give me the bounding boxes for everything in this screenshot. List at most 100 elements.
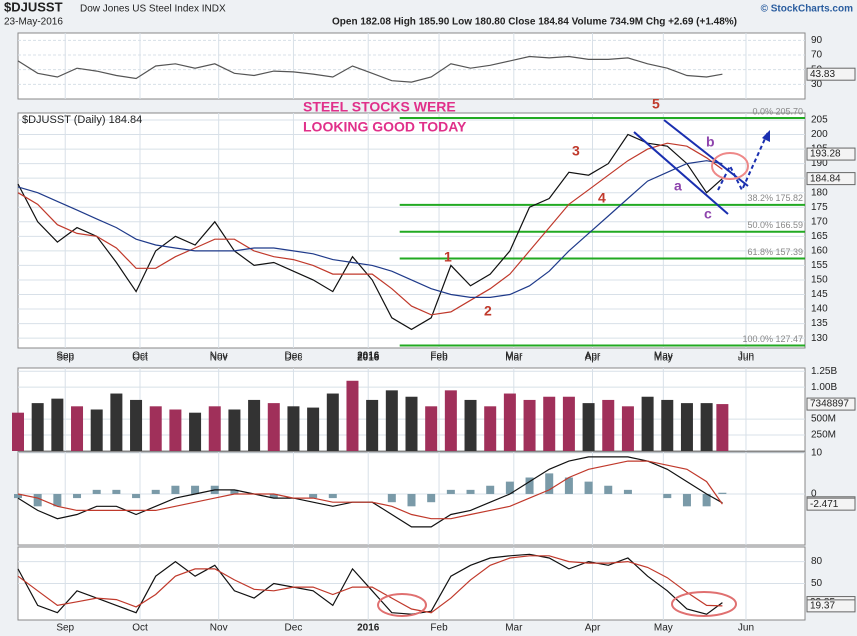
histogram-bar bbox=[73, 493, 82, 499]
x-tick-label: Nov bbox=[210, 623, 228, 634]
fib-label: 38.2% 175.82 bbox=[747, 193, 803, 203]
volume-bar bbox=[543, 396, 556, 451]
quote: Open 182.08 High 185.90 Low 180.80 Close… bbox=[332, 17, 737, 28]
x-tick-label: Sep bbox=[56, 353, 74, 364]
fib-label: 0.0% 205.70 bbox=[752, 106, 803, 116]
volume-bar bbox=[307, 407, 320, 451]
value-box bbox=[806, 497, 856, 511]
y-tick-label: 0 bbox=[811, 489, 817, 500]
histogram-bar bbox=[33, 493, 42, 507]
y-tick-label: 1.25B bbox=[811, 366, 837, 377]
wave-label: 1 bbox=[444, 249, 452, 265]
fib-label: 50.0% 166.59 bbox=[747, 220, 803, 230]
wave-label: 3 bbox=[572, 143, 580, 159]
volume-bar bbox=[12, 412, 24, 451]
volume-bar bbox=[716, 404, 729, 451]
x-tick-label: Mar bbox=[505, 353, 523, 364]
y-tick-label: 135 bbox=[811, 318, 828, 329]
y-tick-label: 175 bbox=[811, 202, 828, 213]
x-tick-label: Jun bbox=[738, 353, 754, 364]
volume-bar bbox=[71, 406, 84, 451]
wave-label: b bbox=[706, 134, 715, 150]
value-label: 193.28 bbox=[810, 149, 841, 160]
line bbox=[17, 133, 723, 331]
x-tick-label: Dec bbox=[285, 353, 303, 364]
histogram-bar bbox=[132, 493, 141, 499]
y-tick-label: 130 bbox=[811, 333, 828, 344]
x-tick-label: 2016 bbox=[357, 351, 380, 362]
histogram-bar bbox=[230, 489, 239, 494]
volume-bar bbox=[464, 399, 477, 451]
histogram-bar bbox=[718, 492, 727, 494]
y-tick-label: 200 bbox=[811, 129, 828, 140]
wave-label: 5 bbox=[652, 96, 660, 112]
legend-entry: $DJUSST (Daily) 184.84 bbox=[22, 114, 142, 126]
y-tick-label: 170 bbox=[811, 216, 828, 227]
histogram-bar bbox=[427, 493, 436, 503]
x-tick-label: 2016 bbox=[357, 623, 380, 634]
histogram-bar bbox=[151, 489, 160, 494]
x-tick-label: Mar bbox=[505, 623, 523, 634]
volume-bar bbox=[503, 393, 516, 451]
value-box bbox=[806, 147, 856, 161]
x-tick-label: Nov bbox=[210, 351, 228, 362]
panel bbox=[17, 112, 806, 349]
value-label: 184.84 bbox=[810, 173, 841, 184]
histogram-bar bbox=[623, 489, 632, 494]
volume-bar bbox=[425, 406, 438, 451]
volume-bar bbox=[228, 409, 241, 451]
volume-bar bbox=[641, 396, 654, 451]
histogram-bar bbox=[407, 493, 416, 507]
volume-bar bbox=[208, 406, 221, 451]
volume-bar bbox=[267, 403, 280, 451]
volume-bar bbox=[248, 399, 261, 451]
date: 23-May-2016 bbox=[4, 17, 63, 28]
y-tick-label: 50 bbox=[811, 578, 823, 589]
drawings bbox=[377, 119, 770, 617]
histogram-bar bbox=[14, 493, 22, 499]
x-tick-label: May bbox=[654, 353, 673, 364]
y-tick-label: 10 bbox=[811, 447, 823, 458]
y-tick-label: 165 bbox=[811, 231, 828, 242]
headline: STEEL STOCKS WERE bbox=[303, 99, 456, 115]
y-tick-label: 70 bbox=[811, 50, 823, 61]
histogram-bar bbox=[446, 489, 455, 494]
histogram-bar bbox=[525, 477, 534, 494]
line bbox=[17, 460, 723, 520]
volume-bar bbox=[405, 396, 418, 451]
volume-bar bbox=[523, 399, 536, 451]
y-tick-label: 205 bbox=[811, 115, 828, 126]
histogram-bar bbox=[604, 485, 613, 494]
histogram-bar bbox=[328, 493, 337, 499]
volume-bar bbox=[562, 396, 575, 451]
histogram-bar bbox=[564, 477, 573, 494]
x-tick-label: Feb bbox=[430, 351, 448, 362]
x-tick-label: Sep bbox=[56, 351, 74, 362]
x-tick-label: Apr bbox=[585, 351, 601, 362]
volume-bar bbox=[602, 399, 615, 451]
line bbox=[17, 555, 723, 614]
x-tick-label: Apr bbox=[585, 623, 601, 634]
volume-bar bbox=[621, 406, 634, 451]
value-box bbox=[806, 397, 856, 411]
x-tick-label: Nov bbox=[210, 353, 228, 364]
volume-bar bbox=[346, 380, 359, 451]
x-tick-label: Oct bbox=[132, 351, 148, 362]
histogram-bar bbox=[486, 485, 495, 494]
y-tick-label: 500M bbox=[811, 414, 836, 425]
volume-bar bbox=[110, 393, 123, 451]
x-tick-label: Feb bbox=[430, 353, 448, 364]
histogram-bar bbox=[309, 493, 318, 499]
volume-bar bbox=[287, 406, 300, 451]
histogram-bar bbox=[702, 493, 711, 507]
volume-bar bbox=[661, 399, 674, 451]
y-tick-label: 80 bbox=[811, 556, 823, 567]
x-tick-label: Oct bbox=[132, 623, 148, 634]
volume-bar bbox=[326, 393, 339, 451]
fib-label: 61.8% 157.39 bbox=[747, 247, 803, 257]
histogram-bar bbox=[466, 489, 475, 494]
volume-bar bbox=[130, 399, 143, 451]
volume-bar bbox=[444, 390, 457, 451]
symbol: $DJUSST bbox=[4, 0, 63, 14]
